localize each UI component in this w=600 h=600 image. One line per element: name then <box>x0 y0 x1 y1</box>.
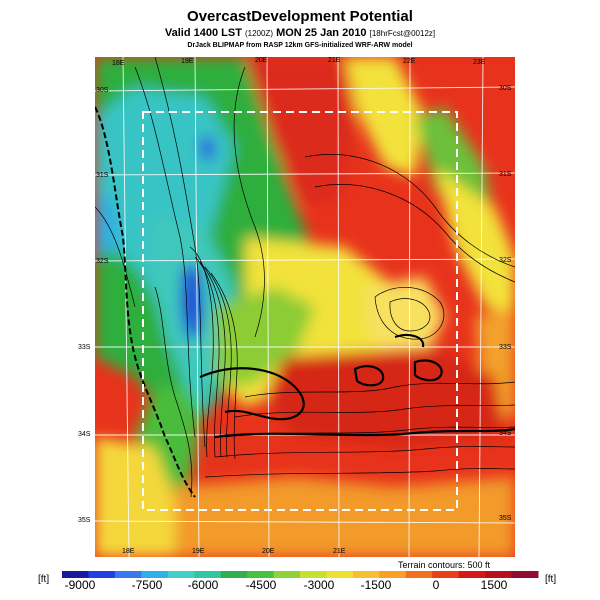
yellow-south <box>95 437 195 557</box>
coastline <box>95 106 196 498</box>
colorbar-swatch <box>141 571 169 578</box>
map-grid <box>95 57 515 557</box>
colorbar-swatch <box>458 571 486 578</box>
colorbar-tick-label: -4500 <box>245 578 277 592</box>
lat-label: 32S <box>96 258 109 265</box>
lat-label: 30S <box>499 85 512 92</box>
terrain-contour-note: Terrain contours: 500 ft <box>398 560 491 570</box>
yellow-stripe-east <box>435 167 515 317</box>
lon-label: 18E <box>112 60 125 67</box>
green-yellow-ridge <box>215 287 315 387</box>
lon-labels-top: 18E 19E 20E 21E 22E 23E <box>112 57 486 67</box>
lat-label: 34S <box>78 431 91 438</box>
valid-time-line: Valid 1400 LST (1200Z) MON 25 Jan 2010 [… <box>0 27 600 39</box>
colorbar-swatch <box>273 571 301 578</box>
map-title: OvercastDevelopment Potential <box>187 8 413 25</box>
cyan-west <box>95 197 120 257</box>
colorbar-swatch <box>326 571 354 578</box>
colorbar-tick-label: -3000 <box>303 578 335 592</box>
orange-south <box>175 477 515 557</box>
colorbar-swatch <box>220 571 248 578</box>
colorbar-swatch <box>194 571 222 578</box>
colorbar-swatch <box>485 571 513 578</box>
colorbar-tick-label: -1500 <box>360 578 392 592</box>
colorbar-tick-label: -6000 <box>187 578 219 592</box>
colorbar-tick-label: 1500 <box>480 578 508 592</box>
lat-label: 33S <box>78 344 91 351</box>
colorbar-swatch <box>511 571 539 578</box>
colorbar-swatch <box>62 571 89 578</box>
colorbar-swatch <box>167 571 195 578</box>
valid-prefix: Valid 1400 LST <box>164 27 242 39</box>
colorbar <box>62 571 539 578</box>
colorbar-swatch <box>300 571 327 578</box>
lat-label: 34S <box>499 430 512 437</box>
lat-label: 35S <box>499 515 512 522</box>
colorbar-tick-label: -9000 <box>64 578 96 592</box>
colorbar-swatch <box>379 571 407 578</box>
lon-label: 21E <box>333 548 346 555</box>
lon-label: 20E <box>255 57 268 64</box>
yellow-cell-east <box>365 277 445 357</box>
thick-contours <box>199 333 515 439</box>
lon-label: 20E <box>262 548 275 555</box>
lat-label: 30S <box>96 87 109 94</box>
lon-label: 19E <box>192 548 205 555</box>
valid-utc: (1200Z) <box>244 29 273 38</box>
red-core <box>265 347 505 447</box>
colorbar-unit-right: [ft] <box>545 574 557 585</box>
lon-label: 18E <box>122 548 135 555</box>
lat-label: 33S <box>499 344 512 351</box>
blipmap-plot: 18E 19E 20E 21E 22E 23E 30S 31S 32S 30S … <box>95 57 515 557</box>
colorbar-tick-label: 0 <box>432 578 440 592</box>
colorbar-unit-left: [ft] <box>38 574 50 585</box>
forecast-hour: [18hrFcst@0012z] <box>369 29 436 38</box>
lat-label: 31S <box>499 171 512 178</box>
colorbar-tick-label: -7500 <box>131 578 163 592</box>
colorbar-swatch <box>352 571 380 578</box>
lon-labels-bottom: 18E 19E 20E 21E <box>122 548 346 555</box>
lat-labels-right: 30S 31S 32S 33S 34S 35S <box>499 85 512 522</box>
lat-label: 32S <box>499 257 512 264</box>
valid-date: MON 25 Jan 2010 <box>276 27 367 39</box>
yellow-stripe-ne <box>345 57 425 177</box>
colorbar-swatch <box>88 571 116 578</box>
colorbar-swatch <box>247 571 275 578</box>
lon-label: 19E <box>181 58 194 65</box>
colorbar-swatch <box>114 571 142 578</box>
lon-label: 22E <box>403 58 416 65</box>
red-north <box>245 57 355 207</box>
source-line: DrJack BLIPMAP from RASP 12km GFS-initia… <box>187 42 413 49</box>
lon-label: 21E <box>328 57 341 64</box>
blue-top <box>199 137 215 161</box>
overcast-field <box>95 57 515 557</box>
colorbar-swatch <box>432 571 460 578</box>
analysis-domain-box <box>142 111 458 511</box>
colorbar-swatch <box>405 571 433 578</box>
lat-label: 31S <box>96 172 109 179</box>
lat-labels-left: 30S 31S 32S <box>96 87 109 265</box>
lat-label: 35S <box>78 517 91 524</box>
lon-label: 23E <box>473 59 486 66</box>
